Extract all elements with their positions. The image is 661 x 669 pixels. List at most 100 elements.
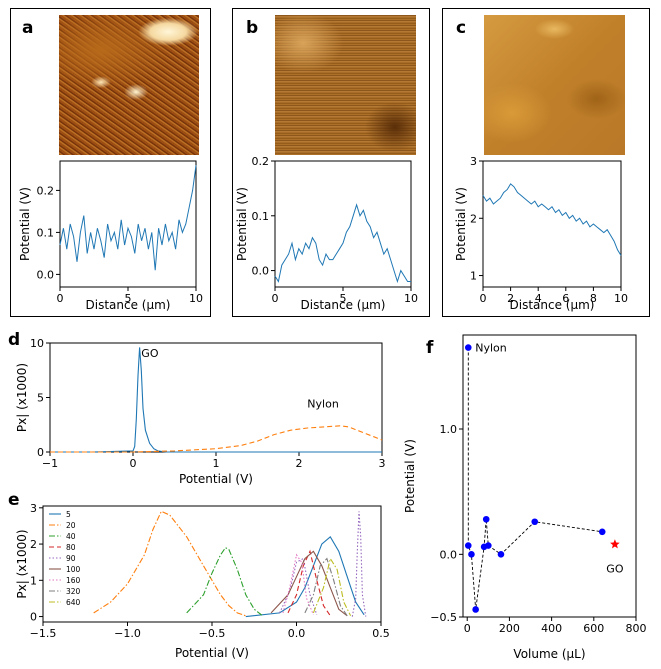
chart-d-series-nylon (50, 425, 383, 453)
chart-d-xtick-label: −1 (42, 457, 58, 470)
kpfm-map-c (484, 15, 625, 155)
chart-e-series-extra-9 (351, 511, 367, 617)
chart-a-series-line (59, 165, 197, 271)
chart-e-ylabel: Px| (x1000) (15, 529, 29, 598)
chart-a-xlabel: Distance (μm) (86, 298, 171, 312)
chart-f-point (464, 542, 472, 549)
chart-f-point (464, 344, 472, 351)
chart-a-ytick-label: 0.1 (37, 226, 55, 239)
chart-e-series-640-8 (312, 557, 352, 617)
chart-a: 0 5 10 0.0 0.1 0.2 Distance (μm) Potential (V) (18, 160, 203, 312)
chart-b: 0 5 10 0.0 0.1 0.2 Distance (μm) Potential (V) (235, 155, 418, 312)
chart-f-point (598, 528, 606, 536)
chart-f-connector (467, 347, 603, 610)
chart-e-series-160-6 (282, 553, 314, 616)
chart-e-legend-label: 100 (66, 565, 81, 574)
chart-a-xtick-label: 10 (189, 292, 203, 305)
chart-b-xlabel: Distance (μm) (301, 298, 386, 312)
chart-f-point (472, 606, 479, 613)
chart-d-annotation: Nylon (307, 397, 339, 410)
chart-e: −1.5 −1.0 −0.5 0.0 0.5 0 1 2 3 Potential (V) Px| (… (15, 502, 390, 660)
chart-e-legend-label: 20 (66, 521, 76, 530)
chart-d-xtick-label: 1 (213, 457, 220, 470)
chart-e-legend-label: 5 (66, 510, 71, 519)
chart-e-series-80-3 (287, 549, 331, 617)
chart-d-annotation: GO (141, 347, 159, 360)
chart-f-xtick-label: 400 (541, 622, 562, 635)
chart-b-ytick-label: 0.0 (252, 265, 270, 278)
chart-b-series-line (274, 203, 411, 284)
chart-e-legend-label: 640 (66, 598, 81, 607)
chart-e-series-320-7 (304, 557, 348, 617)
chart-c-xtick-label: 2 (507, 292, 514, 305)
chart-f-point (497, 551, 505, 558)
chart-c-xtick-label: 4 (535, 292, 542, 305)
chart-b-ytick-label: 0.1 (252, 210, 270, 223)
chart-c-ytick-label: 1 (470, 270, 477, 283)
chart-b-ylabel: Potential (V) (235, 187, 249, 261)
chart-b-axes-box (274, 160, 412, 288)
chart-f-xtick-label: 200 (499, 622, 520, 635)
chart-f-ytick-label: −0.5 (430, 611, 457, 624)
kpfm-map-a (59, 15, 199, 155)
panel-letter-d: d (8, 330, 21, 350)
chart-d-xtick-label: 3 (379, 457, 386, 470)
chart-a-ytick-label: 0.2 (37, 184, 55, 197)
panel-letter-b: b (246, 18, 259, 38)
chart-b-xtick-label: 0 (272, 292, 279, 305)
chart-d-xtick-label: 0 (130, 457, 137, 470)
chart-f-star-marker (610, 539, 620, 549)
chart-c-xtick-label: 8 (590, 292, 597, 305)
chart-f-xtick-label: 0 (464, 622, 471, 635)
chart-b-xtick-label: 5 (340, 292, 347, 305)
chart-e-series-90-4 (279, 557, 318, 615)
panel-letter-c: c (456, 18, 467, 38)
chart-e-legend-label: 80 (66, 543, 76, 552)
chart-e-legend-label: 320 (66, 587, 81, 596)
chart-a-axes-box (59, 160, 197, 288)
chart-f: 0 200 400 600 800 −0.5 0.0 1.0 Volume (μL) Potent… (403, 334, 647, 661)
chart-e-xtick-label: −1.5 (30, 627, 57, 640)
panel-letter-a: a (22, 18, 34, 38)
chart-f-xlabel: Volume (μL) (513, 647, 585, 661)
chart-e-series-20-1 (93, 510, 246, 617)
chart-a-ytick-label: 0.0 (37, 268, 55, 281)
chart-e-ytick-label: 3 (30, 502, 37, 515)
chart-e-axes-box (42, 505, 382, 623)
chart-a-xtick-label: 0 (57, 292, 64, 305)
chart-d-ytick-label: 0 (37, 446, 44, 459)
chart-f-point (468, 551, 475, 558)
chart-f-ylabel: Potential (V) (403, 439, 417, 513)
chart-c-xlabel: Distance (μm) (510, 298, 595, 312)
chart-e-xtick-label: −1.0 (114, 627, 141, 640)
chart-e-series-5-0 (245, 535, 365, 618)
chart-c-xtick-label: 6 (562, 292, 569, 305)
kpfm-map-b (275, 15, 416, 155)
chart-a-xtick-label: 5 (125, 292, 132, 305)
chart-c-ytick-label: 2 (470, 212, 477, 225)
chart-c-xtick-label: 10 (614, 292, 628, 305)
chart-e-series-40-2 (186, 546, 264, 617)
chart-f-axes-box (462, 334, 637, 618)
chart-b-ytick-label: 0.2 (252, 155, 270, 168)
chart-e-xlabel: Potential (V) (175, 646, 249, 660)
chart-c-series-line (482, 183, 622, 256)
chart-a-ylabel: Potential (V) (18, 187, 32, 261)
chart-e-legend-label: 160 (66, 576, 81, 585)
panel-letter-e: e (8, 490, 20, 510)
chart-c-ytick-label: 3 (470, 155, 477, 168)
chart-e-ytick-label: 2 (30, 538, 37, 551)
chart-e-xtick-label: −0.5 (199, 627, 226, 640)
chart-b-xtick-label: 10 (404, 292, 418, 305)
chart-d-xtick-label: 2 (296, 457, 303, 470)
chart-d-ytick-label: 5 (37, 392, 44, 405)
chart-f-annotation-nylon: Nylon (475, 342, 507, 355)
chart-f-xtick-label: 800 (626, 622, 647, 635)
chart-d-ylabel: Px| (x1000) (15, 363, 29, 432)
chart-e-legend-label: 40 (66, 532, 76, 541)
chart-d-xlabel: Potential (V) (179, 472, 253, 486)
chart-f-ytick-label: 0.0 (440, 548, 458, 561)
chart-f-ytick-label: 1.0 (440, 423, 458, 436)
chart-c-axes-box (482, 160, 622, 288)
